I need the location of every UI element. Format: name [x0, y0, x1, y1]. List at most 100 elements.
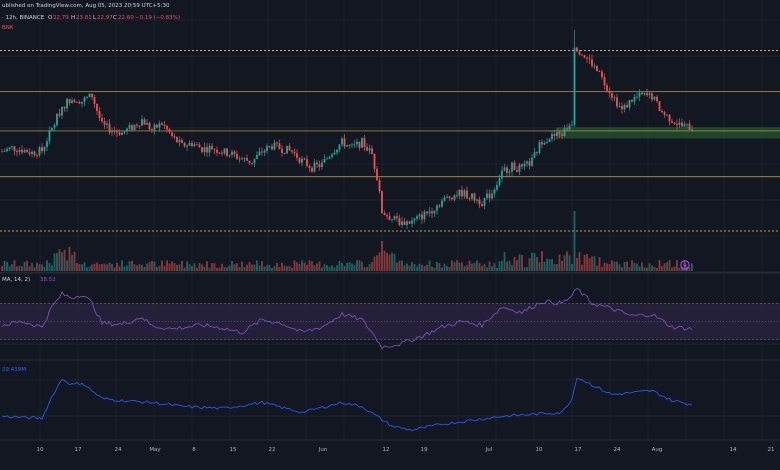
candle-body	[81, 101, 83, 104]
candle-body	[28, 152, 31, 154]
candle-body	[78, 102, 81, 104]
candle-body	[8, 147, 11, 149]
candle-body	[486, 193, 488, 199]
candle-body	[171, 132, 173, 137]
volume-bar	[668, 260, 671, 271]
volume-bar	[393, 253, 396, 271]
volume-bar	[8, 266, 11, 271]
candle-body	[406, 221, 408, 225]
candle-body	[501, 170, 503, 179]
candle-body	[643, 93, 646, 95]
volume-bar	[266, 265, 268, 271]
volume-bar	[206, 261, 208, 271]
volume-bar	[563, 255, 566, 271]
candle-body	[238, 158, 241, 160]
obv-legend-value: 29.439M	[2, 367, 26, 373]
volume-bar	[481, 265, 483, 271]
candle-body	[508, 171, 511, 173]
candle-body	[233, 151, 236, 155]
volume-bar	[296, 262, 298, 271]
volume-bar	[161, 260, 163, 271]
volume-bar	[308, 260, 311, 271]
candle-body	[481, 204, 483, 206]
candle-body	[423, 211, 426, 220]
volume-bar	[1, 266, 3, 271]
candle-body	[341, 138, 343, 145]
candle-body	[318, 164, 321, 168]
candle-body	[336, 149, 338, 153]
candle-body	[471, 193, 473, 199]
candle-body	[351, 144, 353, 146]
volume-bar	[341, 262, 343, 271]
volume-bar	[413, 263, 416, 271]
volume-bar	[683, 260, 686, 271]
volume-bar	[218, 267, 221, 271]
ohlc-c-value: 22.60	[118, 15, 134, 21]
volume-bar	[456, 260, 458, 271]
candle-body	[551, 133, 553, 140]
candle-body	[541, 142, 543, 145]
candle-body	[571, 124, 573, 126]
candle-body	[618, 106, 621, 107]
volume-bar	[636, 263, 638, 271]
candle-body	[573, 47, 576, 125]
candle-body	[153, 124, 156, 131]
candle-body	[511, 162, 513, 172]
volume-bar	[6, 261, 8, 271]
candle-body	[118, 132, 121, 136]
volume-bar	[426, 264, 428, 271]
volume-badge[interactable]: 9	[680, 260, 690, 270]
x-axis-tick-label: 12	[383, 447, 390, 453]
volume-bar	[626, 261, 628, 271]
volume-bar	[386, 252, 388, 271]
x-axis-tick-label: 8	[192, 447, 196, 453]
volume-bar	[91, 264, 93, 271]
candle-body	[338, 144, 341, 150]
obv-line	[1, 377, 693, 432]
volume-bar	[321, 267, 323, 271]
volume-bar	[561, 260, 563, 271]
volume-bar	[431, 266, 433, 271]
volume-bar	[466, 265, 468, 271]
volume-bar	[283, 265, 286, 271]
x-axis-tick-label: 14	[730, 447, 737, 453]
candle-body	[261, 151, 263, 153]
candle-body	[61, 106, 63, 116]
candle-body	[321, 162, 323, 168]
candle-body	[361, 138, 363, 148]
candle-body	[411, 220, 413, 224]
volume-bar	[103, 263, 106, 271]
candle-body	[603, 77, 606, 86]
volume-bar	[586, 254, 588, 271]
volume-bar	[503, 252, 506, 271]
candle-body	[228, 155, 231, 156]
candle-body	[103, 121, 106, 125]
candle-body	[456, 195, 458, 197]
candle-body	[348, 145, 351, 146]
volume-bar	[216, 267, 218, 271]
candle-body	[526, 161, 528, 164]
candle-body	[328, 156, 331, 159]
volume-bar	[83, 262, 86, 271]
candle-body	[3, 151, 6, 152]
volume-bar	[146, 263, 148, 271]
volume-bar	[88, 266, 91, 271]
volume-bar	[598, 257, 601, 271]
volume-bar	[136, 265, 138, 271]
x-axis-tick-label: May	[149, 447, 161, 453]
x-axis-tick-label: Jun	[318, 447, 328, 453]
volume-bar	[298, 263, 301, 271]
candle-body	[243, 158, 246, 160]
volume-bar	[333, 267, 336, 271]
candle-body	[433, 210, 436, 214]
candle-body	[311, 167, 313, 172]
ohlc-h-label: H	[71, 15, 75, 21]
volume-bar	[643, 267, 646, 271]
candle-body	[636, 96, 638, 98]
candle-body	[13, 146, 16, 151]
volume-bar	[396, 262, 398, 271]
candle-body	[246, 158, 248, 161]
candle-body	[656, 96, 658, 102]
volume-bar	[506, 261, 508, 271]
candle-body	[373, 154, 376, 169]
